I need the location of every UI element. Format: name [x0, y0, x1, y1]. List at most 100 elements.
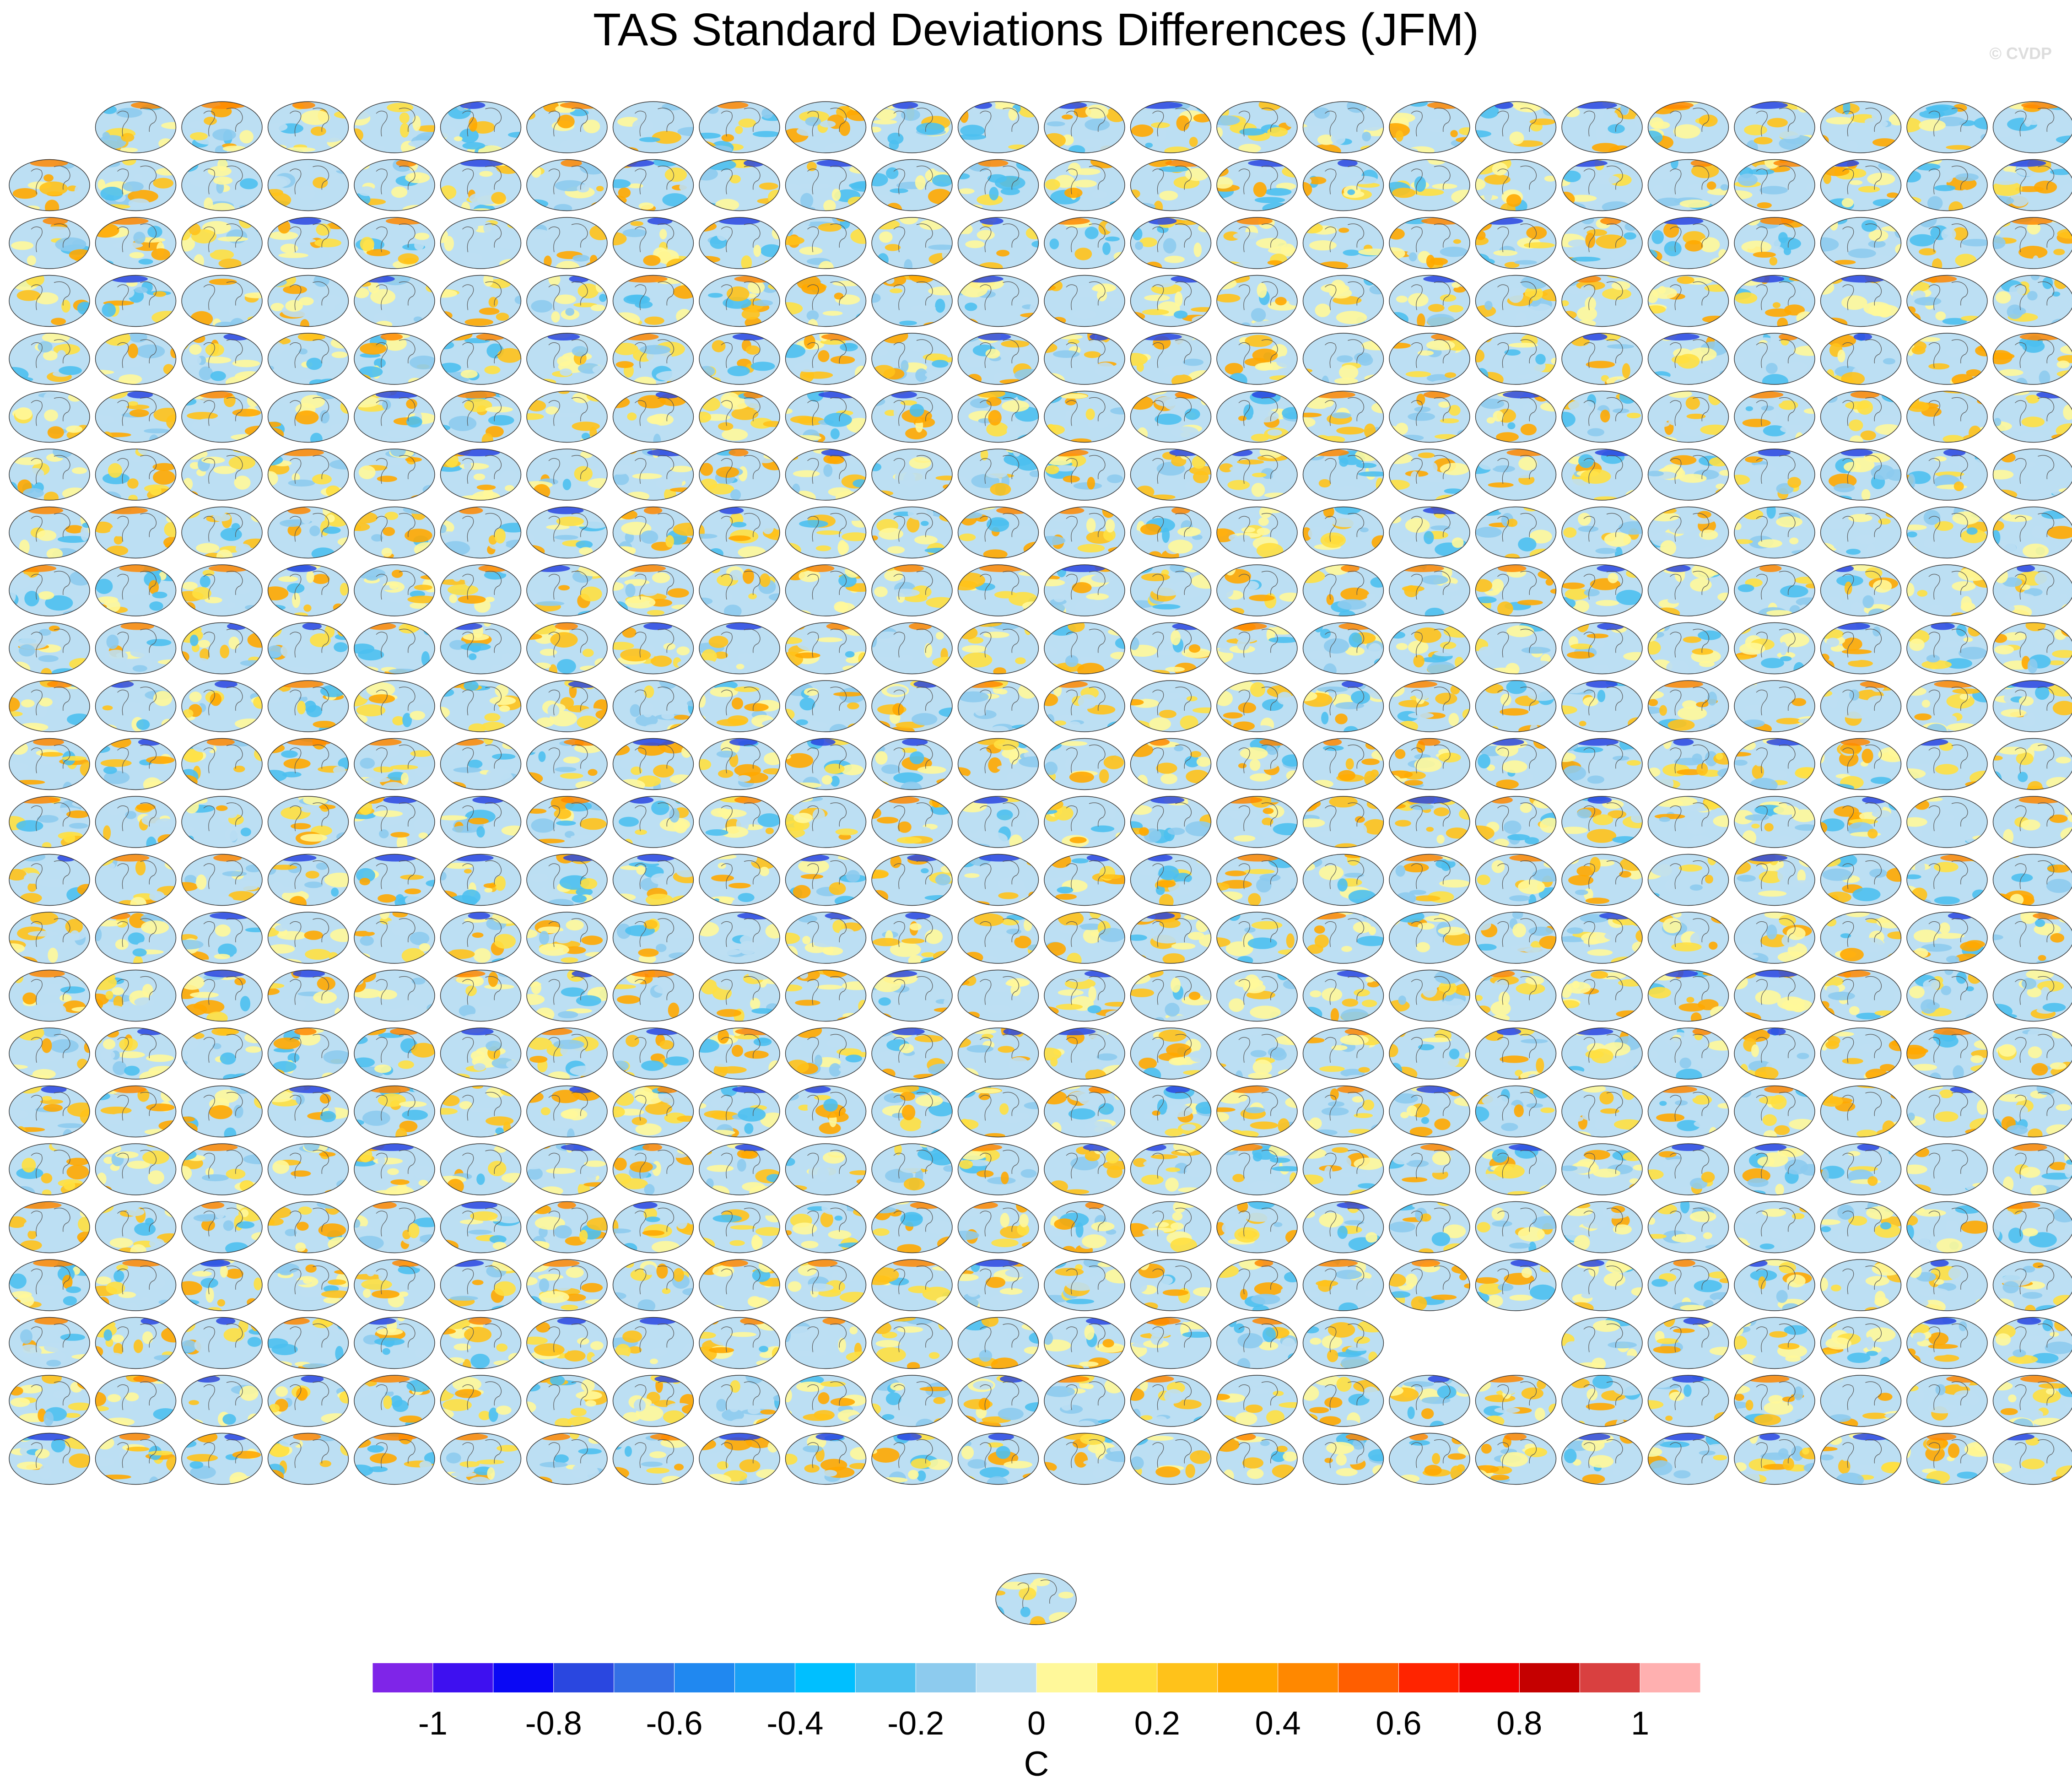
map-panel — [1734, 912, 1815, 964]
map-panel — [267, 333, 349, 385]
map-panel — [957, 217, 1039, 269]
map-panel — [181, 1317, 263, 1369]
map-panel — [181, 564, 263, 616]
map-panel — [526, 912, 608, 964]
map-panel — [1820, 622, 1902, 675]
map-panel — [785, 333, 867, 385]
map-panel — [785, 1432, 867, 1485]
map-panel — [1561, 622, 1643, 675]
map-panel — [1044, 1259, 1125, 1311]
map-panel — [785, 796, 867, 848]
map-panel — [9, 333, 90, 385]
map-panel — [267, 275, 349, 327]
map-panel — [1561, 159, 1643, 211]
map-panel — [1389, 622, 1470, 675]
map-panel — [612, 1085, 694, 1138]
map-panel — [526, 564, 608, 616]
map-panel — [1734, 101, 1815, 153]
map-panel — [1647, 275, 1729, 327]
map-panel — [612, 390, 694, 443]
map-panel — [1044, 796, 1125, 848]
map-panel — [699, 506, 780, 559]
map-panel — [871, 159, 953, 211]
map-panel — [871, 1432, 953, 1485]
map-panel — [871, 275, 953, 327]
map-panel — [785, 159, 867, 211]
map-panel — [1302, 680, 1384, 732]
map-panel — [9, 738, 90, 790]
map-panel — [699, 1027, 780, 1080]
map-panel — [957, 1085, 1039, 1138]
map-panel — [1216, 1201, 1298, 1254]
map-panel — [1647, 1085, 1729, 1138]
map-panel — [957, 912, 1039, 964]
map-panel — [95, 1143, 177, 1195]
map-panel — [699, 1143, 780, 1195]
map-panel — [699, 1375, 780, 1427]
map-panel — [1820, 854, 1902, 906]
map-panel — [1561, 1027, 1643, 1080]
map-panel — [957, 796, 1039, 848]
map-panel — [95, 1432, 177, 1485]
map-panel — [612, 680, 694, 732]
map-panel — [1044, 217, 1125, 269]
map-panel — [1820, 1375, 1902, 1427]
copyright-label: © CVDP — [1989, 44, 2052, 63]
map-panel — [1820, 1027, 1902, 1080]
map-panel — [1820, 738, 1902, 790]
map-panel — [354, 1201, 435, 1254]
map-panel — [957, 506, 1039, 559]
map-panel — [1130, 506, 1212, 559]
map-panel — [1992, 1027, 2072, 1080]
map-panel — [526, 1259, 608, 1311]
map-panel — [181, 101, 263, 153]
map-panel — [1389, 333, 1470, 385]
map-panel — [785, 1317, 867, 1369]
map-panel — [612, 1143, 694, 1195]
map-panel — [1044, 969, 1125, 1022]
map-panel — [354, 564, 435, 616]
map-panel — [267, 1027, 349, 1080]
map-panel — [1302, 796, 1384, 848]
colorbar-swatch — [553, 1663, 615, 1692]
map-panel — [1475, 1432, 1557, 1485]
map-panel — [1734, 564, 1815, 616]
map-panel — [1820, 969, 1902, 1022]
map-panel — [1130, 854, 1212, 906]
colorbar-swatch — [614, 1663, 675, 1692]
map-panel — [1389, 275, 1470, 327]
map-panel — [1130, 217, 1212, 269]
map-panel — [1992, 1143, 2072, 1195]
map-panel — [354, 275, 435, 327]
map-panel — [871, 390, 953, 443]
map-panel — [1647, 1317, 1729, 1369]
map-panel — [1130, 159, 1212, 211]
map-panel — [1647, 564, 1729, 616]
map-panel — [1820, 796, 1902, 848]
map-panel — [1647, 854, 1729, 906]
map-panel — [440, 217, 522, 269]
map-panel — [699, 564, 780, 616]
map-panel — [1475, 1259, 1557, 1311]
map-panel — [699, 1259, 780, 1311]
map-panel — [785, 1143, 867, 1195]
map-panel — [699, 101, 780, 153]
map-panel — [1734, 275, 1815, 327]
map-panel — [699, 217, 780, 269]
colorbar-tick-label: 1 — [1631, 1705, 1649, 1742]
map-panel — [1561, 217, 1643, 269]
map-panel — [1647, 449, 1729, 501]
map-panel — [1561, 969, 1643, 1022]
map-panel — [871, 1085, 953, 1138]
map-panel — [1906, 1027, 1988, 1080]
map-panel — [1734, 969, 1815, 1022]
map-panel — [612, 796, 694, 848]
map-panel — [1734, 1085, 1815, 1138]
map-panel — [526, 1143, 608, 1195]
map-panel — [267, 738, 349, 790]
map-panel — [1389, 1432, 1470, 1485]
map-panel — [1216, 796, 1298, 848]
map-panel — [1992, 680, 2072, 732]
map-panel — [699, 390, 780, 443]
map-panel — [1130, 390, 1212, 443]
